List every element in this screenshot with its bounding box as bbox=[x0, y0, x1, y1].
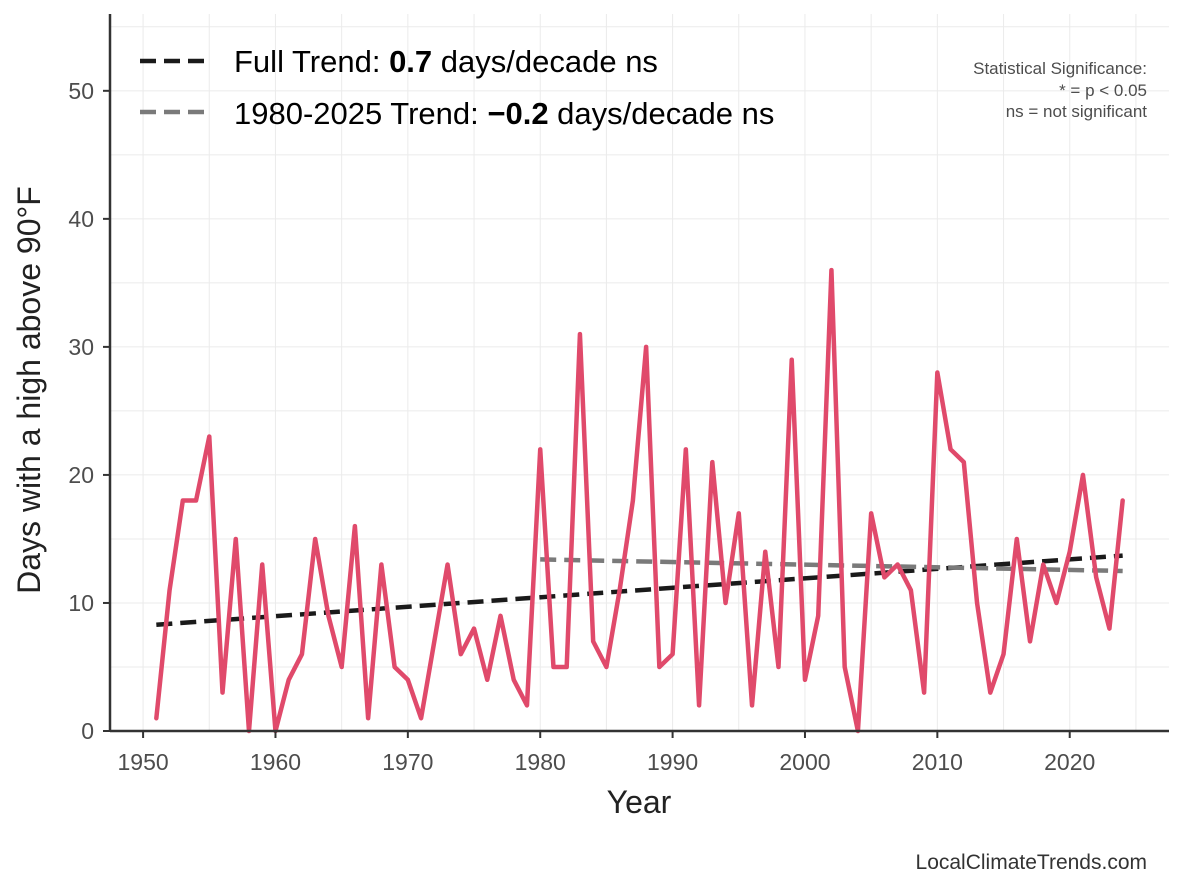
legend: Full Trend: 0.7 days/decade ns 1980-2025… bbox=[140, 44, 774, 131]
x-tick-label: 1960 bbox=[250, 749, 301, 775]
y-tick-label: 0 bbox=[81, 718, 94, 744]
y-tick-label: 30 bbox=[68, 334, 94, 360]
trend-lines bbox=[156, 553, 1123, 627]
legend-full-trend-suffix: days/decade ns bbox=[432, 44, 658, 79]
y-tick-label: 10 bbox=[68, 590, 94, 616]
x-tick-label: 1990 bbox=[647, 749, 698, 775]
significance-line-2: ns = not significant bbox=[1006, 102, 1148, 121]
legend-recent-trend-prefix: 1980-2025 Trend: bbox=[234, 96, 487, 131]
legend-full-trend-prefix: Full Trend: bbox=[234, 44, 389, 79]
significance-note: Statistical Significance: * = p < 0.05 n… bbox=[973, 59, 1147, 121]
significance-line-1: * = p < 0.05 bbox=[1059, 81, 1147, 100]
x-tick-label: 1950 bbox=[118, 749, 169, 775]
series-line bbox=[154, 267, 1125, 734]
x-tick-label: 2020 bbox=[1044, 749, 1095, 775]
y-tick-label: 40 bbox=[68, 206, 94, 232]
significance-title: Statistical Significance: bbox=[973, 59, 1147, 78]
gridlines bbox=[110, 14, 1169, 731]
x-tick-label: 1970 bbox=[382, 749, 433, 775]
y-tick-label: 50 bbox=[68, 78, 94, 104]
legend-full-trend-value: 0.7 bbox=[389, 44, 432, 79]
data-series bbox=[154, 267, 1125, 734]
x-axis-title: Year bbox=[607, 784, 672, 820]
y-axis-ticks: 0 10 20 30 40 50 bbox=[68, 78, 110, 744]
x-tick-label: 2010 bbox=[912, 749, 963, 775]
legend-recent-trend-suffix: days/decade ns bbox=[549, 96, 775, 131]
credit-text: LocalClimateTrends.com bbox=[916, 851, 1147, 874]
x-axis-ticks: 1950 1960 1970 1980 1990 2000 2010 2020 bbox=[118, 731, 1095, 775]
recent-trend-line bbox=[540, 557, 1123, 574]
y-axis-title: Days with a high above 90°F bbox=[11, 186, 47, 594]
y-tick-label: 20 bbox=[68, 462, 94, 488]
x-tick-label: 2000 bbox=[779, 749, 830, 775]
legend-recent-trend-label: 1980-2025 Trend: −0.2 days/decade ns bbox=[234, 96, 774, 131]
x-tick-label: 1980 bbox=[515, 749, 566, 775]
legend-recent-trend-value: −0.2 bbox=[487, 96, 548, 131]
legend-full-trend-label: Full Trend: 0.7 days/decade ns bbox=[234, 44, 658, 79]
